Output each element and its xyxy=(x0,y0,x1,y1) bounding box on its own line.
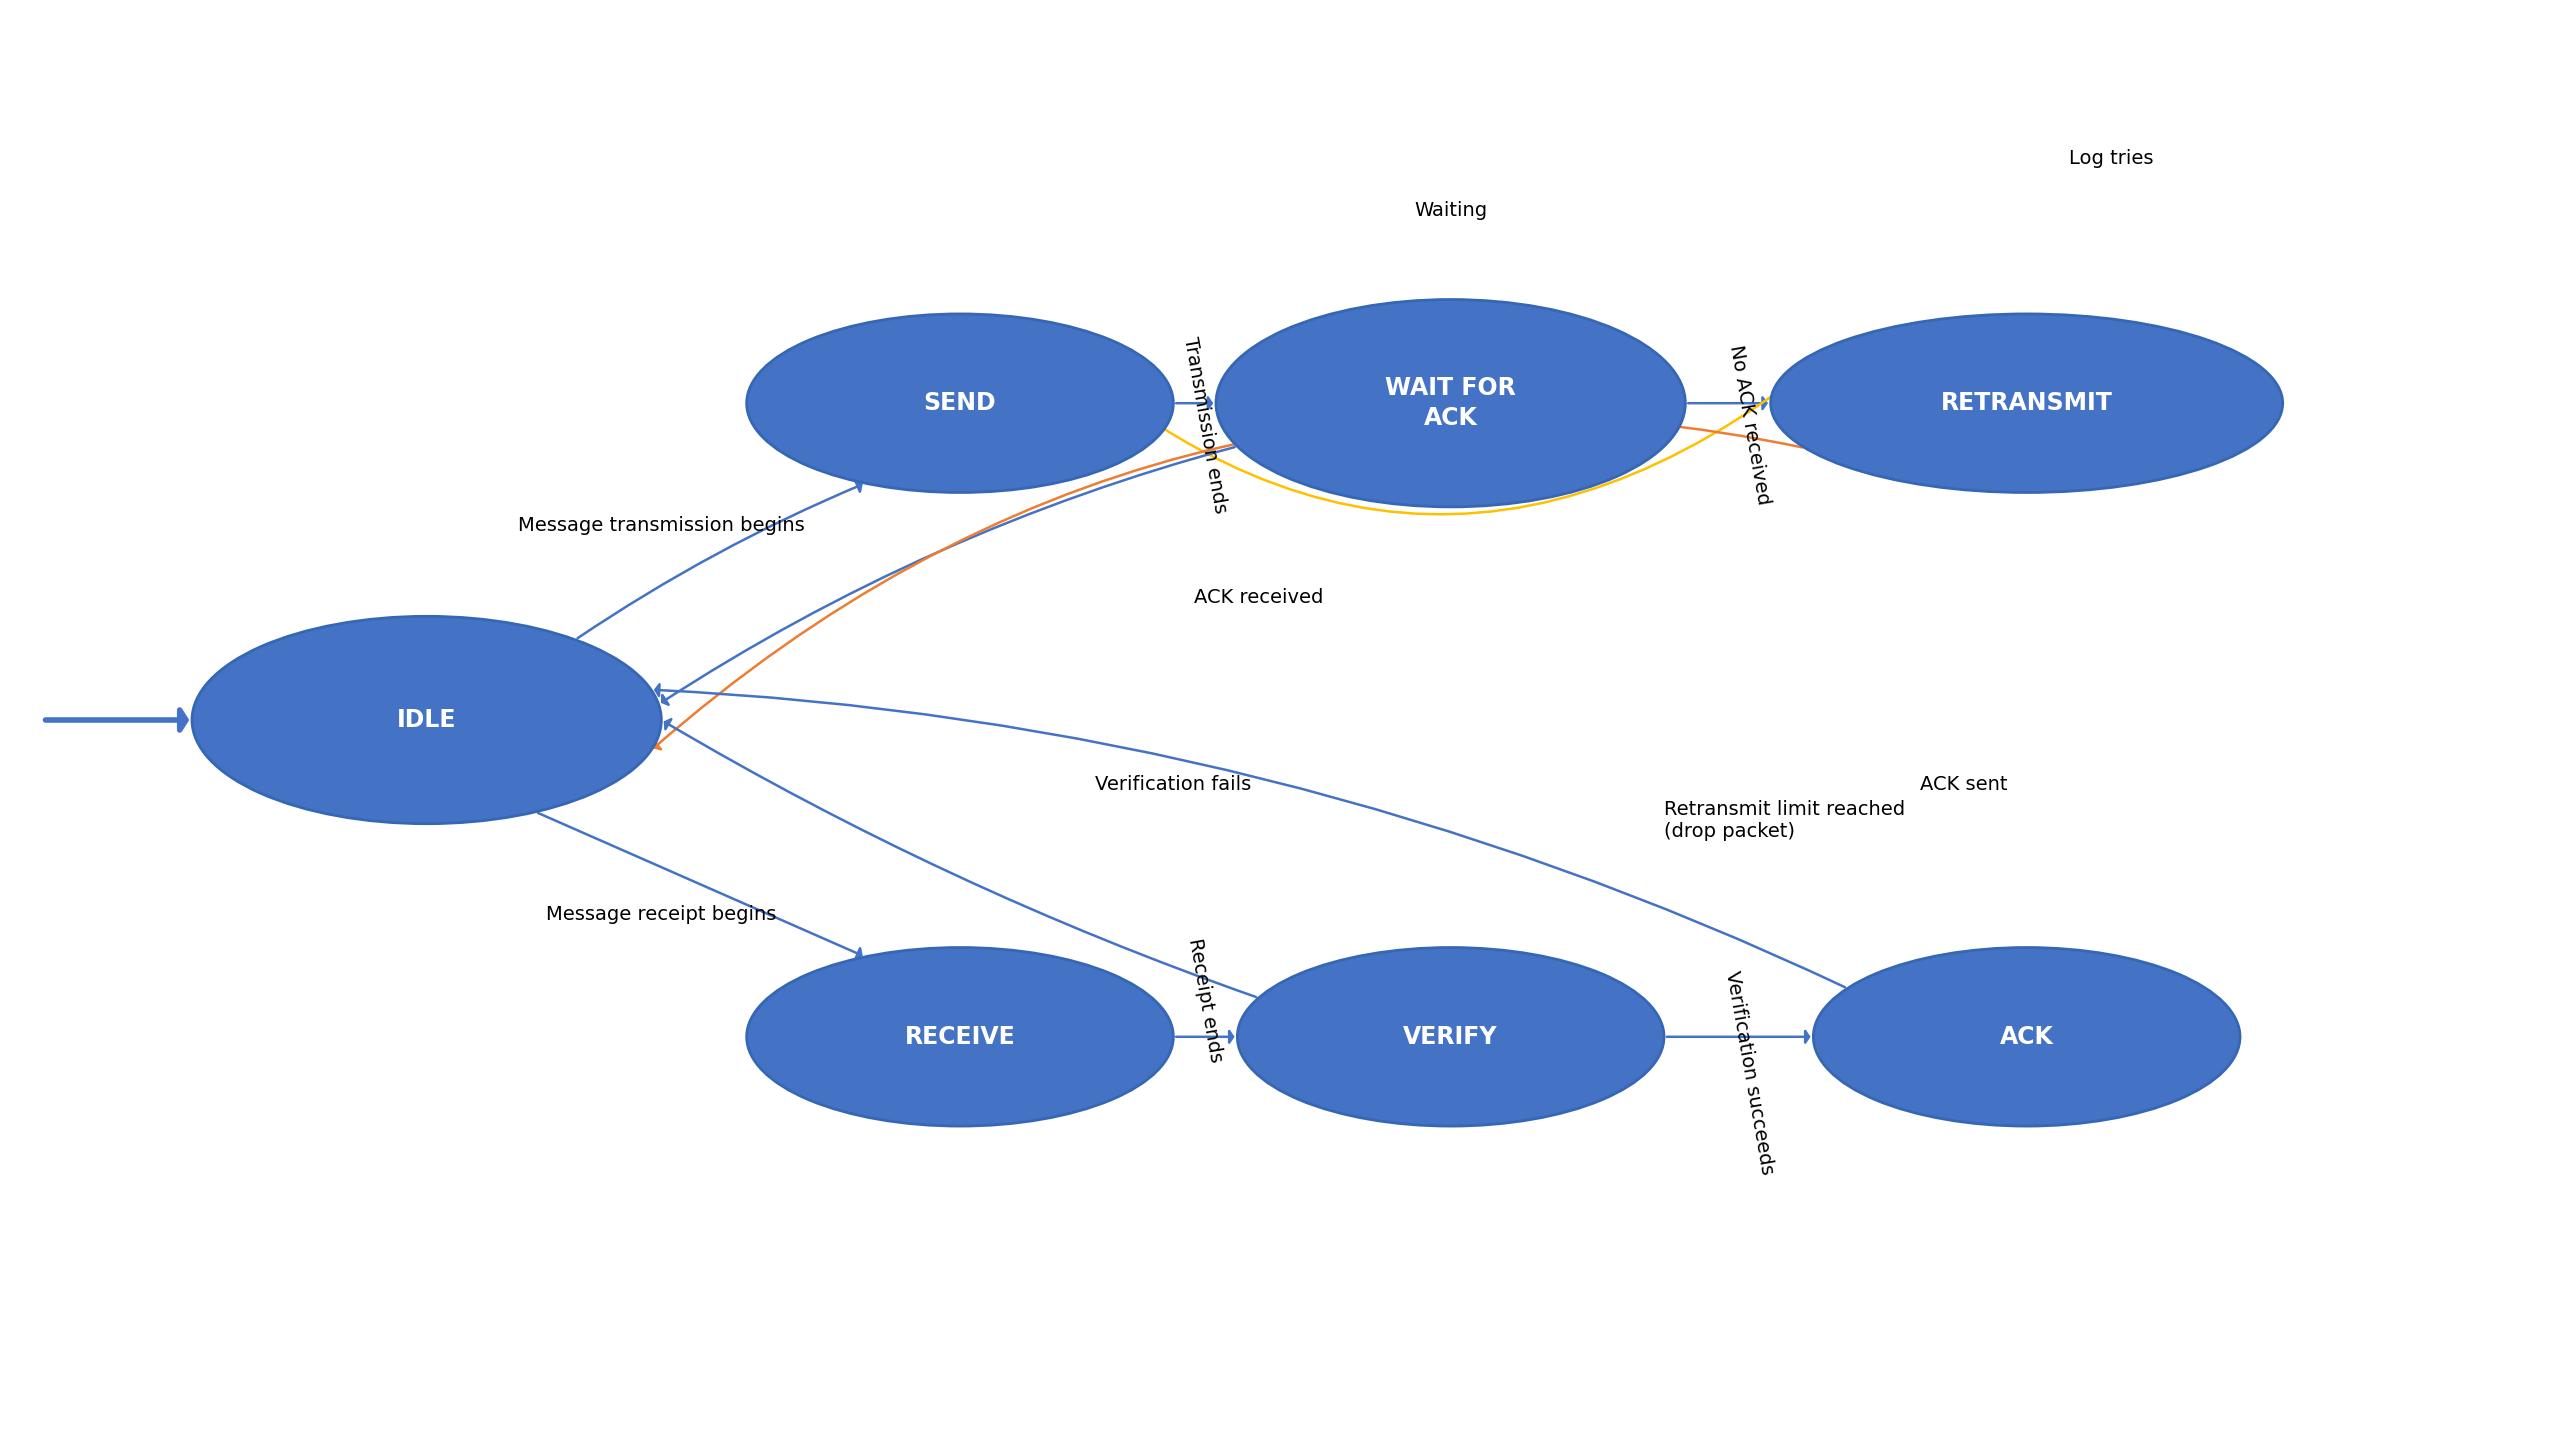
Text: Message receipt begins: Message receipt begins xyxy=(545,904,776,924)
Text: RETRANSMIT: RETRANSMIT xyxy=(1940,392,2112,415)
Text: ACK received: ACK received xyxy=(1193,588,1324,608)
Ellipse shape xyxy=(748,948,1172,1126)
Text: ACK: ACK xyxy=(1999,1025,2053,1048)
Text: SEND: SEND xyxy=(924,392,996,415)
Ellipse shape xyxy=(192,616,660,824)
Text: Message transmission begins: Message transmission begins xyxy=(517,516,804,536)
Text: Transmission ends: Transmission ends xyxy=(1180,336,1231,514)
Text: VERIFY: VERIFY xyxy=(1403,1025,1498,1048)
Text: WAIT FOR
ACK: WAIT FOR ACK xyxy=(1385,376,1516,431)
Ellipse shape xyxy=(1772,314,2284,492)
Text: Retransmit limit reached
(drop packet): Retransmit limit reached (drop packet) xyxy=(1664,801,1905,841)
Text: RECEIVE: RECEIVE xyxy=(904,1025,1016,1048)
Ellipse shape xyxy=(1236,948,1664,1126)
Ellipse shape xyxy=(748,314,1172,492)
Text: Log tries: Log tries xyxy=(2068,148,2153,168)
Text: No ACK received: No ACK received xyxy=(1725,343,1772,507)
Text: ACK sent: ACK sent xyxy=(1920,775,2007,795)
Ellipse shape xyxy=(1216,300,1684,507)
Text: Receipt ends: Receipt ends xyxy=(1185,937,1226,1064)
Text: Waiting: Waiting xyxy=(1413,202,1487,220)
Ellipse shape xyxy=(1812,948,2240,1126)
Text: IDLE: IDLE xyxy=(397,708,456,732)
Text: Verification fails: Verification fails xyxy=(1096,775,1252,795)
Text: Verification succeeds: Verification succeeds xyxy=(1723,969,1777,1176)
